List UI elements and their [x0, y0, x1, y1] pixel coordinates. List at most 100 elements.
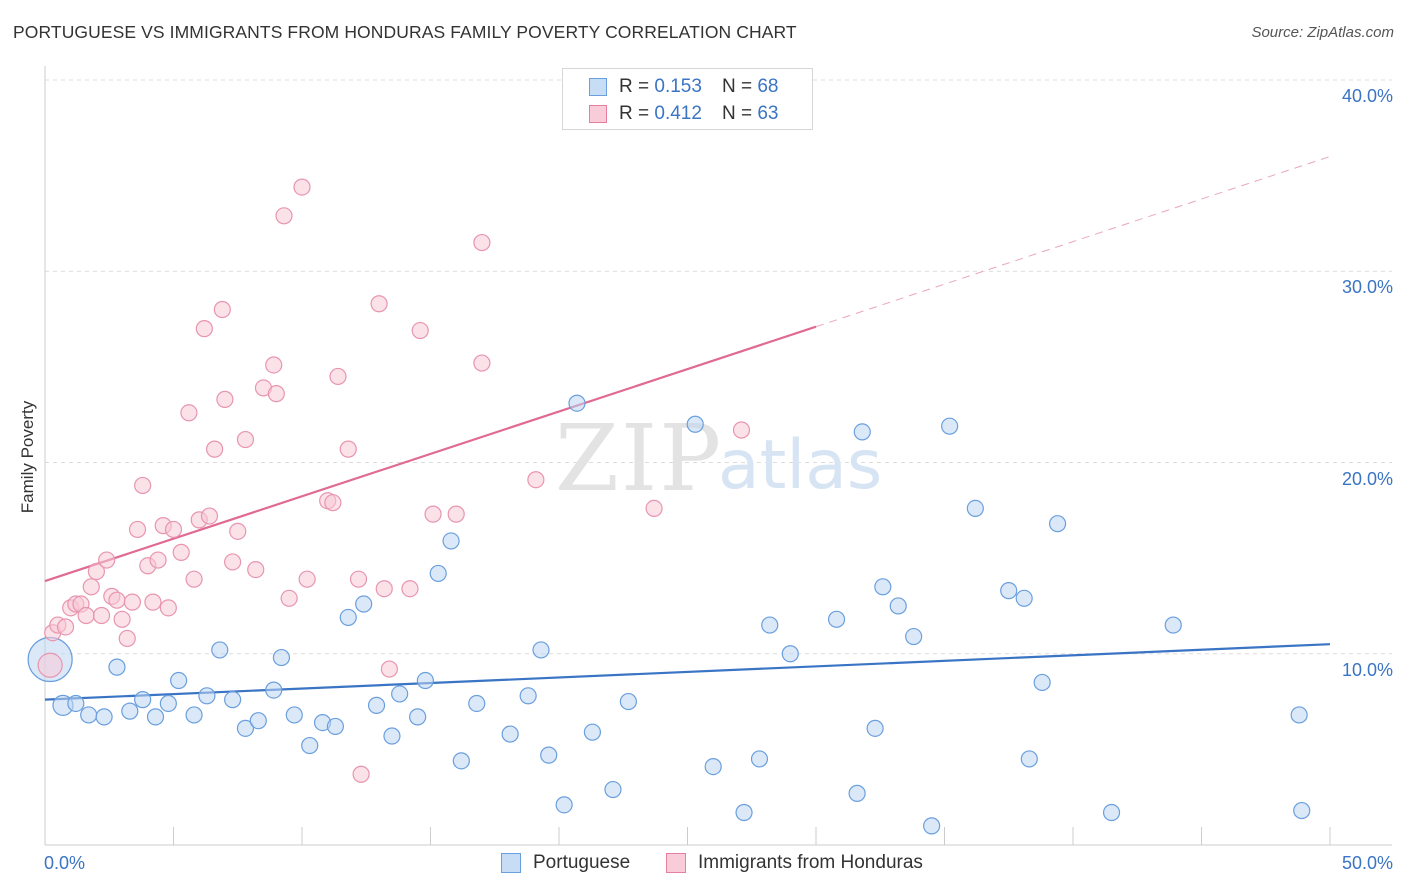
data-point	[941, 417, 959, 435]
series-swatch-portuguese	[501, 853, 521, 873]
data-point	[853, 423, 871, 441]
data-point	[67, 694, 85, 713]
data-point	[686, 415, 704, 433]
legend-n-label: N =	[721, 76, 753, 97]
data-point	[645, 499, 663, 517]
gridlines	[45, 79, 1392, 655]
data-point	[966, 499, 984, 517]
data-point	[501, 725, 519, 743]
data-point	[249, 712, 267, 730]
data-point	[95, 708, 113, 726]
y-tick-label-20: 20.0%	[1341, 469, 1393, 489]
data-point	[164, 520, 183, 539]
data-point	[170, 671, 188, 690]
data-point	[121, 702, 139, 720]
data-point	[146, 708, 165, 726]
data-point	[229, 522, 247, 540]
data-point	[732, 421, 751, 439]
data-point	[1164, 616, 1182, 634]
data-point	[206, 440, 224, 458]
y-tick-label-30: 30.0%	[1341, 277, 1393, 297]
series-legend-honduras[interactable]: Immigrants from Honduras	[666, 852, 923, 874]
data-point	[827, 610, 846, 628]
legend-r-label: R =	[619, 103, 650, 124]
data-point	[224, 691, 242, 709]
data-point	[329, 367, 347, 386]
data-point	[272, 648, 291, 667]
legend-n-value: 63	[757, 103, 779, 124]
data-point	[247, 560, 265, 579]
data-point	[750, 750, 769, 768]
source-label: Source: ZipAtlas.com	[1251, 24, 1394, 41]
x-tick-label-max: 50.0%	[1341, 853, 1393, 873]
data-point	[267, 385, 285, 403]
data-point	[339, 440, 357, 458]
data-point	[185, 570, 203, 588]
data-point	[905, 627, 923, 646]
data-point	[447, 505, 465, 523]
data-point	[1020, 750, 1038, 768]
watermark: ZIP atlas	[555, 405, 882, 512]
data-point	[1033, 673, 1051, 692]
data-point	[275, 207, 293, 225]
series-legend-portuguese[interactable]: Portuguese	[501, 852, 630, 874]
data-point	[1000, 582, 1018, 600]
data-point	[781, 645, 799, 663]
series-honduras	[37, 178, 751, 783]
data-point	[224, 553, 242, 571]
data-point	[375, 580, 393, 598]
data-point	[568, 394, 586, 412]
data-point	[213, 300, 231, 319]
data-point	[134, 691, 152, 709]
data-point	[1102, 803, 1121, 822]
data-point	[211, 641, 229, 659]
data-point	[37, 652, 63, 678]
data-point	[123, 593, 141, 611]
data-point	[604, 780, 622, 799]
data-point	[236, 430, 255, 449]
data-point	[355, 595, 373, 613]
data-point	[923, 817, 941, 835]
trend-line-honduras	[44, 325, 817, 583]
correlation-legend: R = 0.153 N = 68 R = 0.412 N = 63	[562, 68, 813, 130]
axes	[44, 66, 1392, 846]
data-point	[92, 606, 111, 625]
data-point	[367, 696, 386, 714]
data-point	[380, 660, 398, 678]
data-point	[1015, 589, 1033, 607]
x-tick-label-min: 0.0%	[44, 853, 86, 873]
legend-n-label: N =	[721, 103, 753, 124]
data-point	[401, 580, 419, 598]
data-point	[185, 706, 203, 724]
data-point	[108, 591, 126, 609]
data-point	[370, 295, 388, 313]
y-tick-label-10: 10.0%	[1341, 660, 1393, 680]
legend-r-value: 0.153	[654, 76, 702, 97]
data-point	[468, 694, 486, 713]
trend-line-extension	[815, 156, 1331, 328]
trend-line-portuguese	[44, 643, 1331, 701]
data-point	[326, 717, 345, 736]
data-point	[80, 706, 98, 724]
data-point	[848, 784, 866, 802]
legend-swatch-portuguese	[589, 78, 607, 96]
series-legend-label: Portuguese	[533, 852, 631, 873]
data-point	[113, 610, 131, 628]
data-point	[619, 692, 637, 711]
data-point	[200, 507, 219, 525]
data-point	[236, 719, 255, 737]
watermark-atlas: atlas	[718, 426, 882, 505]
data-point	[159, 599, 177, 617]
series-swatch-honduras	[666, 853, 686, 873]
data-point	[56, 618, 75, 636]
data-point	[159, 694, 177, 713]
data-point	[1290, 706, 1308, 724]
data-point	[411, 321, 429, 340]
data-point	[540, 746, 558, 764]
data-point	[301, 736, 319, 755]
data-point	[82, 578, 100, 596]
legend-swatch-honduras	[589, 105, 607, 123]
data-point	[473, 233, 491, 252]
data-point	[391, 685, 409, 703]
